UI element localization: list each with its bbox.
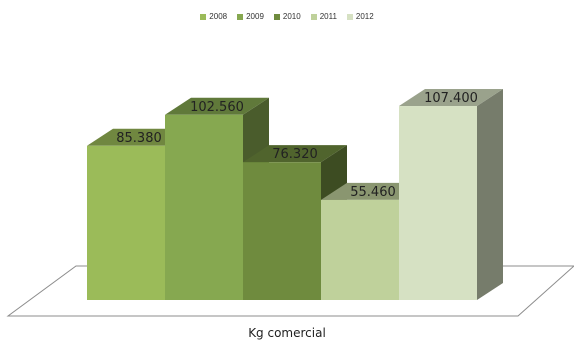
- bar-front: [87, 145, 165, 300]
- bar-top: [243, 145, 347, 163]
- data-label-2011: 55.460: [350, 185, 396, 200]
- bar-front: [321, 199, 399, 300]
- bars-group: [87, 89, 503, 300]
- x-axis-label: Kg comercial: [248, 326, 326, 340]
- legend-swatch: [346, 13, 353, 20]
- data-labels-group: 85.380 102.560 76.320 55.460 107.400: [116, 91, 478, 200]
- bar-top: [399, 89, 503, 107]
- legend-item-2009: 2009: [237, 12, 264, 21]
- chart-legend: 2008 2009 2010 2011 2012: [0, 12, 574, 21]
- legend-item-2008: 2008: [200, 12, 227, 21]
- legend-label: 2009: [246, 12, 264, 21]
- legend-item-2012: 2012: [346, 12, 374, 21]
- legend-swatch: [200, 13, 207, 20]
- data-label-2008: 85.380: [116, 131, 162, 146]
- legend-swatch: [310, 13, 317, 20]
- bar-2010: [243, 145, 347, 300]
- bar-top: [165, 97, 269, 115]
- legend-label: 2011: [319, 12, 337, 21]
- legend-item-2010: 2010: [273, 12, 301, 21]
- bar-front: [243, 162, 321, 300]
- bar-side: [477, 89, 503, 300]
- legend-item-2011: 2011: [310, 12, 337, 21]
- bar-front: [399, 106, 477, 300]
- legend-label: 2012: [355, 12, 374, 21]
- data-label-2009: 102.560: [190, 100, 244, 115]
- bar-2012: [399, 89, 503, 300]
- data-label-2010: 76.320: [272, 147, 318, 162]
- legend-swatch: [237, 13, 244, 20]
- legend-swatch: [273, 13, 280, 20]
- legend-label: 2010: [282, 12, 301, 21]
- bar-front: [165, 114, 243, 300]
- data-label-2012: 107.400: [424, 91, 478, 106]
- legend-label: 2008: [209, 12, 228, 21]
